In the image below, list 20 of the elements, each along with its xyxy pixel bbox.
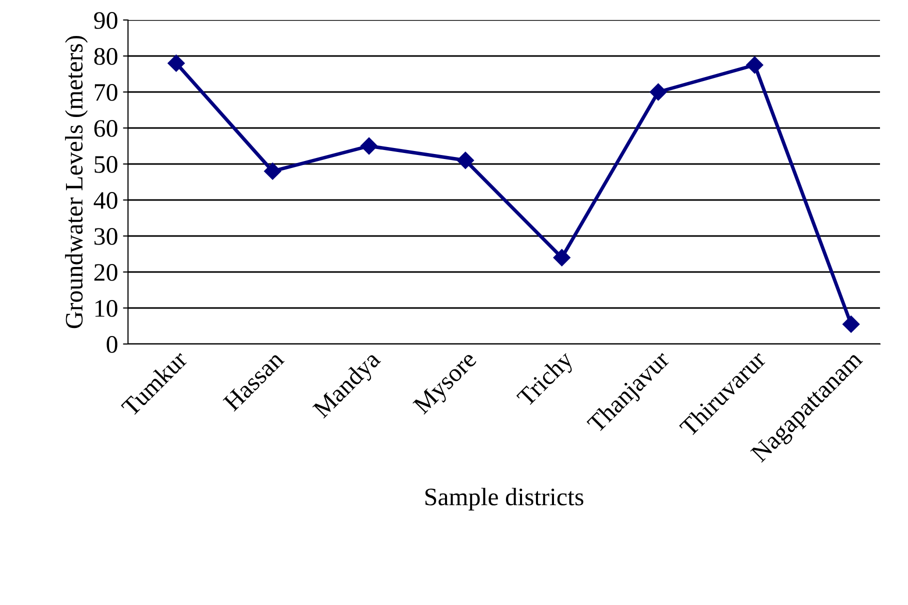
y-tick-label: 40	[94, 192, 118, 209]
y-tick-label: 30	[94, 228, 118, 245]
point	[264, 162, 282, 180]
y-axis-title: Groundwater Levels (meters)	[65, 36, 88, 328]
y-tick-label: 0	[106, 336, 118, 353]
point	[553, 249, 570, 266]
y-tick-label: 10	[95, 300, 118, 317]
point	[168, 54, 185, 72]
point	[650, 83, 667, 101]
y-tick-label: 80	[94, 48, 118, 65]
y-tick-label: 90	[94, 12, 118, 29]
y-tick-label: 70	[94, 84, 118, 101]
point	[456, 152, 474, 169]
x-axis-title: Sample districts	[425, 488, 584, 510]
y-tick-label: 60	[94, 120, 118, 137]
point	[842, 316, 860, 333]
point	[360, 137, 378, 155]
point	[746, 56, 764, 74]
y-tick-label: 50	[94, 156, 118, 173]
y-tick-label: 20	[94, 264, 118, 281]
